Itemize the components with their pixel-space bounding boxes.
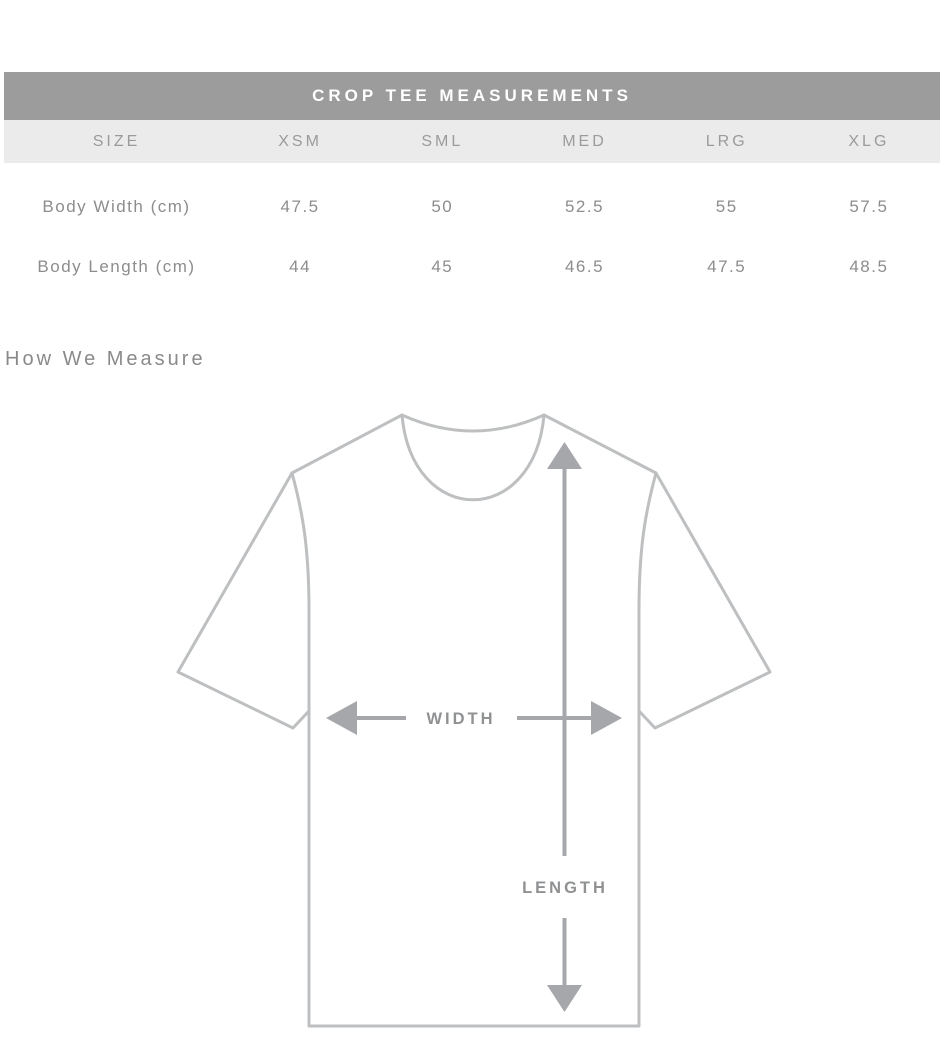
width-label: WIDTH <box>426 710 495 728</box>
tshirt-collar <box>400 413 546 502</box>
cell-value: 50 <box>431 197 454 216</box>
width-arrow-right-head-icon <box>591 701 622 735</box>
cell-value: 47.5 <box>280 197 320 216</box>
length-arrow: LENGTH <box>522 442 608 1012</box>
table-title: CROP TEE MEASUREMENTS <box>4 72 940 120</box>
row-label: Body Width (cm) <box>42 197 191 216</box>
cell-value: 52.5 <box>564 197 605 216</box>
column-header-sml: SML <box>421 132 464 150</box>
width-arrow: WIDTH <box>326 701 622 735</box>
cell-value: 48.5 <box>849 257 889 276</box>
tshirt-right-sleeve <box>638 471 772 730</box>
tshirt-left-sleeve <box>176 471 310 730</box>
column-header-xlg: XLG <box>848 132 890 150</box>
table-row-body-width: Body Width (cm) 47.5 50 52.5 55 57.5 <box>4 177 940 237</box>
cell-value: 47.5 <box>707 257 747 276</box>
column-header-xsm: XSM <box>278 132 322 150</box>
length-arrow-top-head-icon <box>547 442 582 469</box>
measurements-table: CROP TEE MEASUREMENTS SIZE XSM SML MED L… <box>4 72 940 297</box>
size-header-row: SIZE XSM SML MED LRG XLG <box>4 120 940 163</box>
cell-value: 44 <box>289 257 312 276</box>
column-header-med: MED <box>562 132 607 150</box>
cell-value: 57.5 <box>849 197 889 216</box>
length-label: LENGTH <box>522 879 608 897</box>
column-header-lrg: LRG <box>705 132 748 150</box>
table-row-body-length: Body Length (cm) 44 45 46.5 47.5 48.5 <box>4 237 940 297</box>
column-header-size: SIZE <box>92 132 141 150</box>
cell-value: 45 <box>431 257 454 276</box>
cell-value: 46.5 <box>564 257 605 276</box>
width-arrow-left-head-icon <box>326 701 357 735</box>
row-label: Body Length (cm) <box>37 257 196 276</box>
cell-value: 55 <box>715 197 738 216</box>
length-arrow-bottom-head-icon <box>547 985 582 1012</box>
how-we-measure-heading: How We Measure <box>5 348 206 370</box>
